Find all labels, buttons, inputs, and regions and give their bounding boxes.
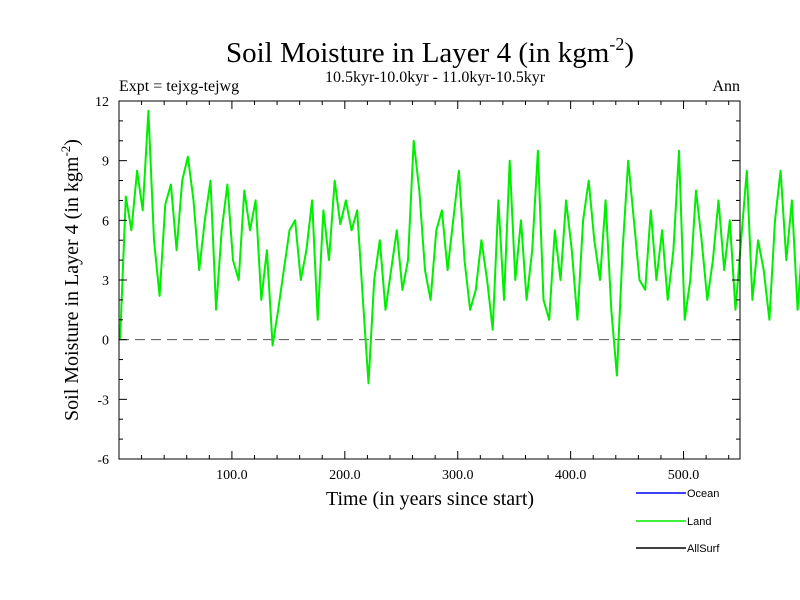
chart-title: Soil Moisture in Layer 4 (in kgm-2): [226, 34, 634, 69]
series-line-land: [119, 109, 800, 385]
x-tick-label: 300.0: [442, 468, 474, 483]
series-layer: [119, 109, 800, 385]
y-axis-label-superscript: -2: [58, 146, 73, 157]
x-tick-label: 100.0: [216, 468, 248, 483]
expt-label: Expt = tejxg-tejwg: [119, 78, 239, 95]
axes-layer: -6 -3 0 3 6 9 12 100.0 200.0 300.0 400.0 500.0: [95, 95, 741, 483]
season-label: Ann: [712, 78, 740, 95]
x-tick-label: 400.0: [555, 468, 587, 483]
x-tick-label: 200.0: [329, 468, 361, 483]
chart-title-superscript: -2: [609, 34, 624, 54]
legend-label-allsurf: AllSurf: [687, 543, 720, 555]
y-tick-label: 12: [95, 95, 109, 110]
chart-title-close: ): [624, 37, 634, 69]
chart-title-main: Soil Moisture in Layer 4 (in kgm: [226, 37, 610, 69]
legend-label-land: Land: [687, 516, 711, 528]
y-tick-label: 3: [102, 274, 109, 289]
y-tick-label: -6: [97, 453, 109, 468]
y-tick-label: -3: [97, 393, 109, 408]
x-axis-label: Time (in years since start): [326, 488, 534, 510]
y-axis-label-main: Soil Moisture in Layer 4 (in kgm: [61, 156, 83, 421]
legend-label-ocean: Ocean: [687, 488, 719, 500]
x-tick-label: 500.0: [668, 468, 700, 483]
legend: Ocean Land AllSurf: [636, 488, 720, 555]
y-tick-label: 0: [102, 334, 109, 349]
y-tick-label: 9: [102, 155, 109, 170]
y-axis-label: Soil Moisture in Layer 4 (in kgm-2): [58, 139, 83, 421]
y-tick-label: 6: [102, 214, 109, 229]
y-axis-label-close: ): [61, 139, 83, 146]
chart-subtitle: 10.5kyr-10.0kyr - 11.0kyr-10.5kyr: [325, 69, 546, 86]
